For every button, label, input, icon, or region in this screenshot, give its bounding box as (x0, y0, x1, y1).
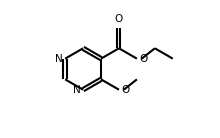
Text: O: O (115, 14, 123, 24)
Text: O: O (121, 85, 129, 95)
Text: N: N (73, 85, 81, 95)
Text: O: O (139, 54, 147, 64)
Text: N: N (55, 54, 63, 64)
